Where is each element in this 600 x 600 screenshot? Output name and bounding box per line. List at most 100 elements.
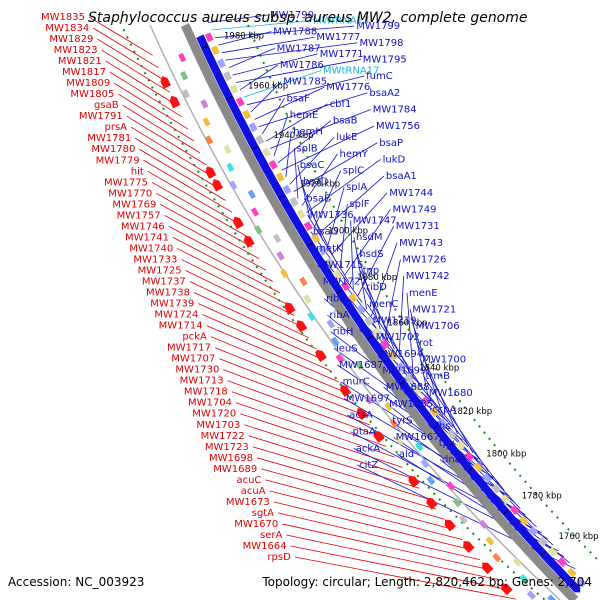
forward-gene-label: MW1787 — [277, 43, 321, 54]
tick-label: 1900 kbp — [328, 227, 368, 237]
reverse-feature-arrow — [408, 475, 420, 488]
cog-color-box — [537, 536, 548, 547]
forward-gene-label: MW1744 — [389, 188, 433, 199]
forward-gene-label: MW1702 — [376, 332, 420, 343]
tick-mark — [432, 424, 439, 429]
forward-gene-label: MW1785 — [283, 77, 327, 88]
reverse-feature-arrow — [169, 95, 181, 109]
reverse-leader-line — [101, 49, 171, 93]
reverse-cog-box — [223, 144, 232, 155]
cog-color-box — [275, 172, 285, 183]
tick-label: 1860 kbp — [388, 319, 428, 329]
reverse-leader-line — [219, 358, 363, 415]
reverse-gene-label: MW1746 — [121, 221, 165, 232]
reverse-cog-box — [485, 536, 495, 546]
tick-label: 1960 kbp — [248, 82, 288, 92]
reverse-gene-label: MW1821 — [58, 56, 102, 67]
forward-gene-label: fumC — [366, 71, 393, 82]
left-gene-labels: MW1835MW1834MW1829MW1823MW1821MW1817MW18… — [41, 12, 291, 563]
reverse-gene-label: MW1740 — [129, 243, 173, 254]
forward-gene-label: MW1694 — [379, 349, 423, 360]
cog-color-box — [318, 245, 328, 256]
tick-mark — [252, 145, 258, 150]
reverse-leader-line — [198, 303, 324, 361]
reverse-feature-arrow — [501, 583, 513, 596]
reverse-leader-line — [214, 347, 355, 404]
forward-gene-label: hemE — [290, 110, 319, 121]
forward-gene-label: hsdM — [356, 232, 383, 243]
forward-leader-line — [300, 181, 324, 241]
reverse-gene-label: MW1703 — [196, 420, 240, 431]
reverse-leader-line — [147, 170, 239, 225]
reverse-gene-label: MW1713 — [180, 376, 224, 387]
forward-gene-label: ribH — [333, 327, 354, 338]
forward-gene-label: MW1687 — [339, 360, 383, 371]
reverse-leader-line — [177, 248, 288, 305]
forward-feature-arrow — [569, 581, 581, 593]
reverse-leader-line — [248, 435, 420, 489]
forward-gene-label: MW1700 — [422, 354, 466, 365]
cog-color-box — [566, 567, 577, 578]
reverse-leader-line — [92, 27, 159, 69]
reverse-cog-box — [276, 251, 285, 261]
forward-gene-label: hemH — [293, 127, 323, 138]
cog-color-box — [491, 483, 502, 494]
reverse-leader-line — [193, 292, 317, 350]
reverse-leader-line — [126, 115, 207, 166]
cog-color-box — [235, 96, 245, 107]
cog-color-box — [455, 440, 466, 451]
forward-gene-label: splC — [343, 166, 364, 177]
reverse-gene-label: hit — [131, 166, 144, 177]
tick-label: 1760 kbp — [559, 532, 599, 542]
forward-leader-line — [285, 131, 292, 178]
reverse-cog-box — [299, 276, 308, 287]
reverse-feature-arrow — [482, 562, 494, 575]
forward-gene-label: citZ — [359, 460, 378, 471]
cog-color-box — [371, 327, 382, 338]
tick-label: 1980 kbp — [224, 31, 264, 41]
forward-gene-label: MW1771 — [320, 49, 364, 60]
forward-leader-line — [331, 192, 388, 255]
reverse-gene-label: MW1733 — [133, 254, 177, 265]
forward-gene-label: leuS — [336, 343, 358, 354]
reverse-cog-box — [359, 378, 369, 388]
reverse-feature-arrow — [243, 235, 255, 248]
reverse-cog-box — [178, 52, 187, 63]
cog-color-box — [356, 304, 366, 315]
forward-leader-line — [261, 98, 285, 135]
tick-label: 1780 kbp — [522, 491, 562, 501]
reverse-leader-line — [168, 226, 274, 282]
cog-color-box — [576, 577, 587, 588]
cog-color-box — [519, 515, 529, 526]
reverse-feature-arrow — [284, 302, 296, 315]
forward-gene-label: MW1697 — [346, 393, 390, 404]
forward-leader-line — [384, 259, 401, 337]
forward-leader-line — [413, 325, 443, 415]
forward-gene-label: bsaE — [306, 193, 330, 204]
reverse-leader-line — [210, 336, 347, 394]
reverse-leader-line — [244, 424, 412, 479]
cog-color-box — [446, 429, 457, 440]
reverse-gene-label: MW1738 — [146, 288, 190, 299]
tick-mark — [201, 45, 208, 49]
forward-gene-label: MW1784 — [373, 104, 417, 115]
forward-leader-line — [398, 276, 405, 357]
genome-summary-text: Topology: circular; Length: 2,820,462 bp… — [261, 575, 592, 589]
tick-mark — [367, 335, 373, 340]
reverse-cog-box — [492, 552, 502, 563]
forward-gene-label: bsaA1 — [386, 171, 417, 182]
forward-strand-features — [196, 34, 581, 593]
forward-leader-line — [419, 359, 474, 454]
reverse-gene-label: MW1805 — [70, 89, 114, 100]
reverse-leader-line — [130, 126, 213, 178]
reverse-leader-line — [122, 104, 201, 154]
forward-gene-label: MW1736 — [310, 210, 354, 221]
forward-leader-line — [366, 303, 424, 390]
forward-gene-label: MW1688 — [386, 382, 430, 393]
reverse-feature-arrow — [373, 430, 385, 443]
reverse-cog-box — [280, 268, 289, 279]
reverse-gene-label: rpsD — [267, 552, 291, 563]
forward-gene-label: MW1788 — [273, 27, 317, 38]
reverse-leader-line — [164, 215, 267, 271]
reverse-cog-box — [254, 224, 263, 235]
